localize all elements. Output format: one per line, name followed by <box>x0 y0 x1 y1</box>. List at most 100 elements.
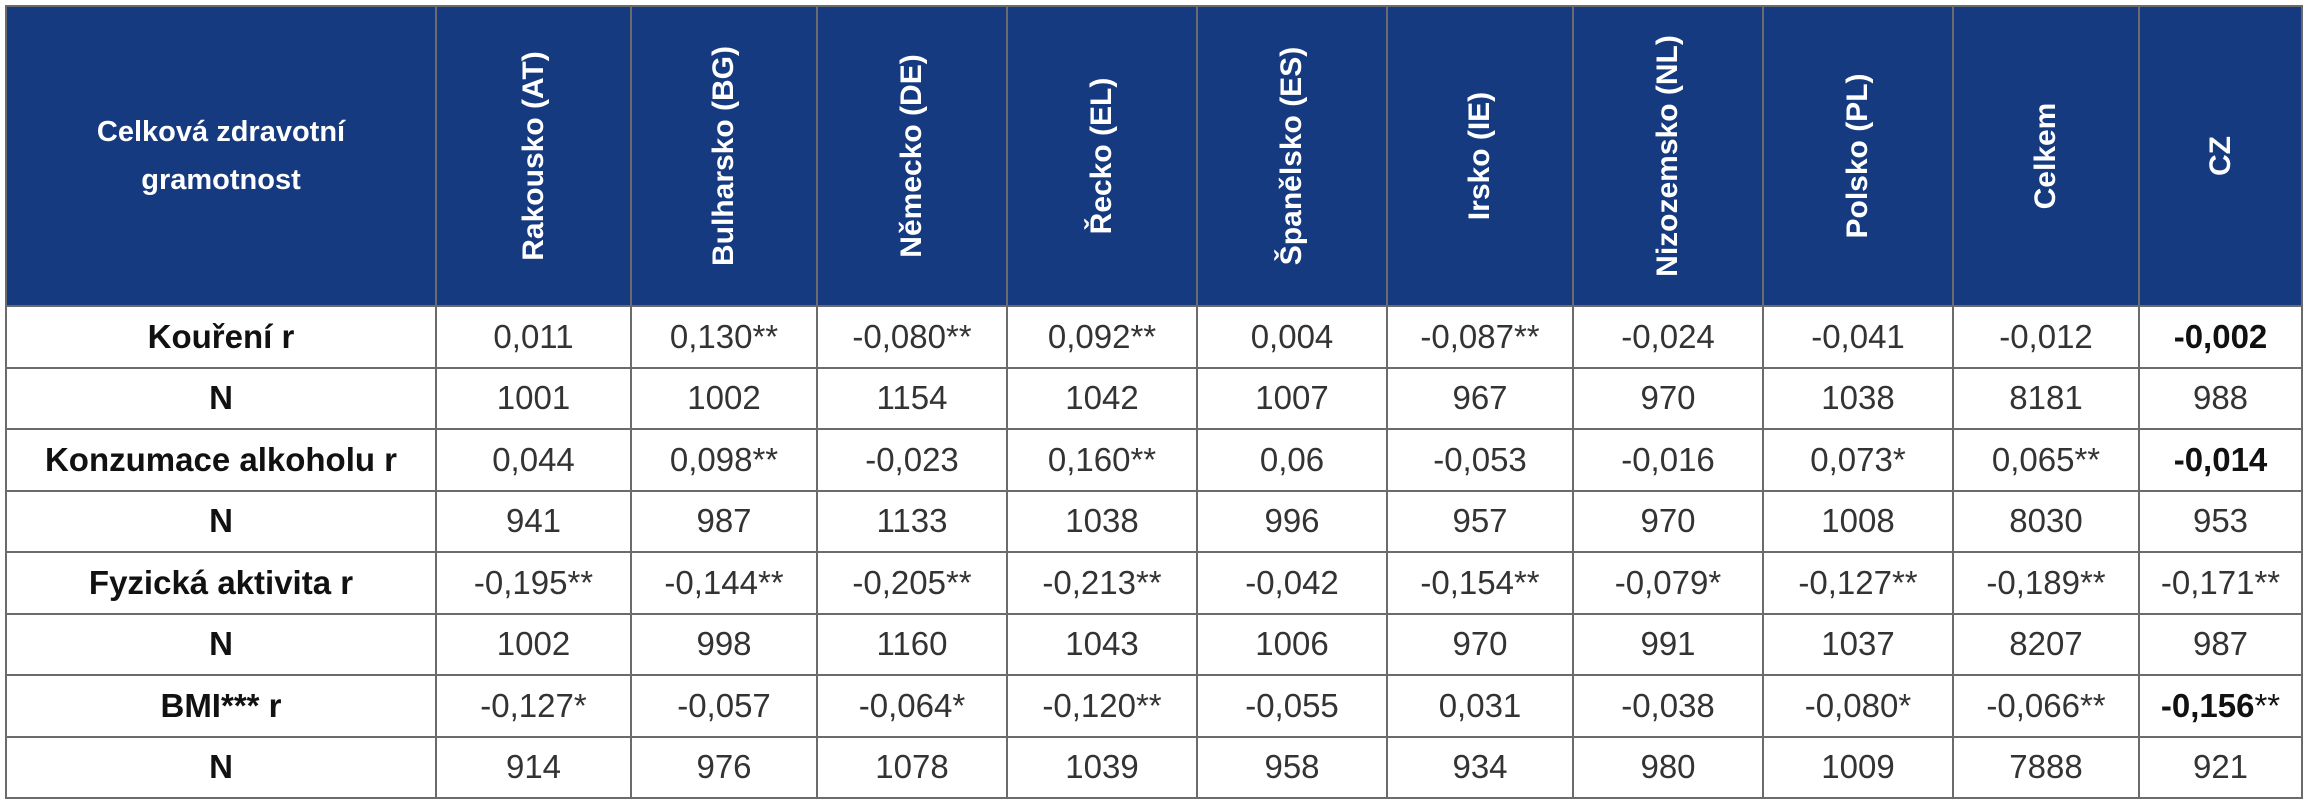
column-header-el: Řecko (EL) <box>1006 5 1198 307</box>
column-header-ie: Irsko (IE) <box>1386 5 1574 307</box>
table-cell: 1133 <box>816 489 1008 553</box>
cell-value: 914 <box>505 748 562 786</box>
cell-value: 958 <box>1264 748 1320 786</box>
table-cell: -0,127** <box>1762 551 1954 615</box>
table-cell: 0,06 <box>1196 428 1388 492</box>
table-cell: -0,080* <box>1762 674 1954 738</box>
cell-value: 921 <box>2192 748 2249 786</box>
cell-value: -0,144 <box>664 563 758 601</box>
cell-value: -0,012 <box>1999 317 2093 355</box>
table-cell: 987 <box>2138 612 2303 676</box>
row-label: N <box>5 612 437 676</box>
significance-marker: ** <box>2079 563 2106 601</box>
table-body: Kouření r 0,011 0,130** -0,080** 0,092** 0,00… <box>5 305 2303 799</box>
cell-value: -0,080 <box>1804 686 1899 724</box>
table-row: N 941 987 1133 1038 996 957 970 1008 8030 953 <box>5 489 2303 553</box>
cell-value: -0,079 <box>1614 563 1709 601</box>
cell-value: -0,024 <box>1621 317 1715 355</box>
cell-value: 1154 <box>876 379 948 417</box>
cell-value: 1009 <box>1821 748 1895 786</box>
table-cell: 941 <box>435 489 632 553</box>
table-cell: 0,031 <box>1386 674 1574 738</box>
significance-marker: * <box>1708 563 1722 601</box>
table-cell: -0,154** <box>1386 551 1574 615</box>
cell-value: 1042 <box>1065 379 1139 417</box>
table-cell: -0,002 <box>2138 305 2303 369</box>
table-cell: 1002 <box>630 366 818 430</box>
table-cell: -0,213** <box>1006 551 1198 615</box>
row-label: N <box>5 366 437 430</box>
cell-value: 1133 <box>876 502 948 540</box>
cell-value: 970 <box>1640 502 1696 540</box>
cell-value: 1002 <box>687 379 761 417</box>
table-cell: 998 <box>630 612 818 676</box>
corner-label: Celková zdravotní gramotnost <box>96 116 346 196</box>
table-cell: -0,038 <box>1572 674 1764 738</box>
table-cell: 8207 <box>1952 612 2140 676</box>
cell-value: 987 <box>2192 625 2249 663</box>
table-cell: 0,160** <box>1006 428 1198 492</box>
column-header-bg: Bulharsko (BG) <box>630 5 818 307</box>
table-cell: 1042 <box>1006 366 1198 430</box>
table-cell: 0,011 <box>435 305 632 369</box>
significance-marker: * <box>1898 686 1912 724</box>
column-header-label: Irsko (IE) <box>1463 91 1496 221</box>
table-cell: -0,195** <box>435 551 632 615</box>
table-cell: 8030 <box>1952 489 2140 553</box>
cell-value: 7888 <box>2009 748 2083 786</box>
table-cell: -0,127* <box>435 674 632 738</box>
cell-value: 1160 <box>876 625 948 663</box>
significance-marker: ** <box>945 563 972 601</box>
significance-marker: ** <box>1513 563 1540 601</box>
table-cell: 934 <box>1386 735 1574 799</box>
table-cell: 970 <box>1572 366 1764 430</box>
table-cell: 1008 <box>1762 489 1954 553</box>
cell-value: -0,205 <box>852 563 946 601</box>
table-cell: 1001 <box>435 366 632 430</box>
column-header-nl: Nizozemsko (NL) <box>1572 5 1764 307</box>
cell-value: 967 <box>1452 379 1508 417</box>
table-cell: 1038 <box>1762 366 1954 430</box>
table-cell: 1154 <box>816 366 1008 430</box>
cell-value: -0,041 <box>1811 317 1905 355</box>
significance-marker: ** <box>1513 317 1540 355</box>
column-header-de: Německo (DE) <box>816 5 1008 307</box>
cell-value: -0,016 <box>1621 440 1715 478</box>
cell-value: -0,087 <box>1420 317 1514 355</box>
table-cell: -0,189** <box>1952 551 2140 615</box>
table-cell: 967 <box>1386 366 1574 430</box>
table-cell: -0,023 <box>816 428 1008 492</box>
cell-value: 988 <box>2192 379 2249 417</box>
table-cell: -0,024 <box>1572 305 1764 369</box>
column-header-label: Nizozemsko (NL) <box>1651 35 1684 277</box>
column-header-label: Rakousko (AT) <box>516 51 550 261</box>
cell-value: -0,014 <box>2173 440 2268 478</box>
cell-value: 1039 <box>1065 748 1139 786</box>
column-header-at: Rakousko (AT) <box>435 5 632 307</box>
table-cell: 970 <box>1572 489 1764 553</box>
significance-marker: * <box>573 686 587 724</box>
table-cell: 957 <box>1386 489 1574 553</box>
table-cell: 980 <box>1572 735 1764 799</box>
table-row: Fyzická aktivita r -0,195** -0,144** -0,205… <box>5 551 2303 615</box>
cell-value: 1038 <box>1065 502 1139 540</box>
row-label: BMI*** r <box>5 674 437 738</box>
cell-value: 0,098 <box>669 440 753 478</box>
cell-value: -0,053 <box>1433 440 1527 478</box>
cell-value: 1078 <box>875 748 949 786</box>
cell-value: 941 <box>505 502 562 540</box>
cell-value: 1008 <box>1821 502 1895 540</box>
cell-value: 8207 <box>2009 625 2083 663</box>
column-header-label: Řecko (EL) <box>1085 77 1118 235</box>
table-cell: 0,092** <box>1006 305 1198 369</box>
column-header-cz: CZ <box>2138 5 2303 307</box>
cell-value: 1038 <box>1821 379 1895 417</box>
corner-header: Celková zdravotní gramotnost <box>5 5 437 307</box>
cell-value: 991 <box>1640 625 1696 663</box>
column-header-label: Polsko (PL) <box>1841 73 1874 239</box>
cell-value: 0,092 <box>1047 317 1131 355</box>
cell-value: 957 <box>1452 502 1508 540</box>
table-cell: -0,012 <box>1952 305 2140 369</box>
significance-marker: ** <box>945 317 972 355</box>
significance-marker: ** <box>752 440 779 478</box>
